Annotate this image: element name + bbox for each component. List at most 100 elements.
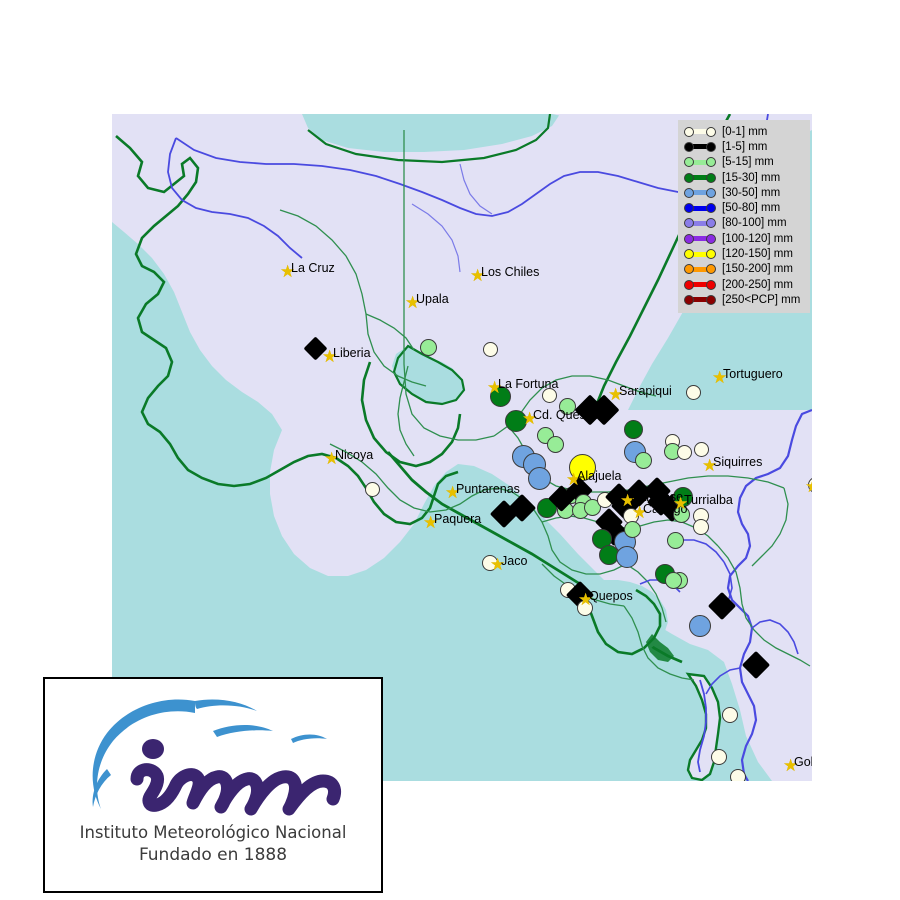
star-icon: ★ [566, 470, 582, 489]
station-marker[interactable] [489, 385, 511, 407]
station-marker[interactable] [568, 453, 596, 481]
star-icon: ★ [712, 368, 728, 387]
station-marker[interactable] [730, 769, 746, 781]
star-icon: ★ [578, 590, 594, 609]
station-marker[interactable] [583, 498, 601, 516]
star-icon: ★ [324, 449, 340, 468]
legend-item: [1-5] mm [683, 139, 806, 154]
station-marker[interactable] [664, 571, 682, 589]
imn-founded-year: Fundado en 1888 [138, 845, 288, 865]
legend-swatch-icon [683, 202, 717, 214]
legend-swatch-icon [683, 126, 717, 138]
legend-swatch-icon [683, 172, 717, 184]
station-marker[interactable] [693, 519, 709, 535]
star-icon: ★ [322, 347, 338, 366]
legend-item: [120-150] mm [683, 246, 806, 261]
legend-item-label: [250<PCP] mm [722, 293, 801, 306]
legend-swatch-icon [683, 217, 717, 229]
legend-swatch-icon [683, 233, 717, 245]
legend-item-label: [80-100] mm [722, 217, 787, 230]
city-label: Tortuguero [723, 367, 783, 381]
station-marker[interactable] [623, 419, 643, 439]
station-marker[interactable] [364, 481, 380, 497]
station-marker[interactable] [689, 615, 711, 637]
city-label: Paquera [434, 512, 482, 526]
star-icon: ★ [805, 478, 812, 495]
station-marker[interactable] [685, 384, 701, 400]
star-icon: ★ [490, 555, 506, 574]
city-label: Nicoya [335, 448, 374, 462]
star-icon: ★ [487, 378, 503, 397]
star-icon: ★ [470, 266, 486, 285]
legend-item: [250<PCP] mm [683, 292, 806, 307]
star-icon: ★ [620, 491, 636, 510]
station-marker[interactable] [676, 444, 692, 460]
city-label: Cartago [643, 502, 688, 516]
city-label: Alajuela [577, 469, 622, 483]
city-label: Puntarenas [456, 482, 520, 496]
legend-item-label: [50-80] mm [722, 202, 781, 215]
city-label: Cd. Quesada [533, 408, 607, 422]
legend-swatch-icon [683, 294, 717, 306]
legend-item-label: [5-15] mm [722, 156, 774, 169]
legend-item: [15-30] mm [683, 170, 806, 185]
legend-item-label: [0-1] mm [722, 125, 768, 138]
station-marker[interactable] [546, 435, 564, 453]
legend-item-label: [100-120] mm [722, 232, 793, 245]
star-icon: ★ [608, 385, 624, 404]
imn-logo-caption: Instituto Meteorológico Nacional Fundado… [45, 821, 381, 867]
precipitation-map[interactable]: ★ La Cruz ★ Los Chiles ★ Upala ★ Liberia ★ Nicoya… [112, 114, 812, 781]
legend-item: [0-1] mm [683, 124, 806, 139]
star-icon: ★ [445, 483, 461, 502]
legend-item: [5-15] mm [683, 155, 806, 170]
legend-item-label: [30-50] mm [722, 186, 781, 199]
legend-swatch-icon [683, 279, 717, 291]
legend-swatch-icon [683, 263, 717, 275]
star-icon: ★ [423, 513, 439, 532]
city-label: Sarapiqui [619, 384, 672, 398]
legend-item-label: [120-150] mm [722, 248, 793, 261]
legend-swatch-icon [683, 248, 717, 260]
star-icon: ★ [673, 494, 689, 513]
star-icon: ★ [280, 262, 296, 281]
station-marker[interactable] [482, 341, 498, 357]
station-marker[interactable] [693, 441, 709, 457]
station-marker[interactable] [672, 505, 690, 523]
station-marker[interactable] [616, 546, 638, 568]
station-marker[interactable] [541, 387, 557, 403]
star-icon: ★ [405, 293, 421, 312]
legend-item: [30-50] mm [683, 185, 806, 200]
station-marker[interactable] [623, 520, 641, 538]
star-icon: ★ [702, 456, 718, 475]
city-label: La Cruz [291, 261, 335, 275]
station-marker[interactable] [722, 707, 738, 723]
city-label: Liberia [333, 346, 371, 360]
city-label: Turrialba [684, 493, 733, 507]
station-marker[interactable] [711, 749, 727, 765]
city-label: Jaco [501, 554, 528, 568]
city-label: La Fortuna [498, 377, 559, 391]
city-label: Siquirres [713, 455, 763, 469]
legend-item-label: [150-200] mm [722, 263, 793, 276]
legend-swatch-icon [683, 141, 717, 153]
station-marker[interactable] [666, 531, 684, 549]
city-label: Quepos [589, 589, 633, 603]
legend-item: [80-100] mm [683, 216, 806, 231]
city-label: Upala [416, 292, 449, 306]
station-marker[interactable] [527, 466, 551, 490]
legend-item: [200-250] mm [683, 277, 806, 292]
legend-item-label: [200-250] mm [722, 278, 793, 291]
station-marker[interactable] [558, 397, 576, 415]
city-label: San Jose [631, 490, 684, 504]
star-icon: ★ [522, 409, 538, 428]
city-label: Los Chiles [481, 265, 540, 279]
station-marker[interactable] [419, 338, 437, 356]
star-icon: ★ [783, 756, 799, 775]
station-marker[interactable] [482, 555, 498, 571]
legend-swatch-icon [683, 187, 717, 199]
legend-item-label: [1-5] mm [722, 140, 768, 153]
station-marker[interactable] [505, 410, 527, 432]
station-marker[interactable] [634, 451, 652, 469]
station-marker[interactable] [577, 600, 593, 616]
